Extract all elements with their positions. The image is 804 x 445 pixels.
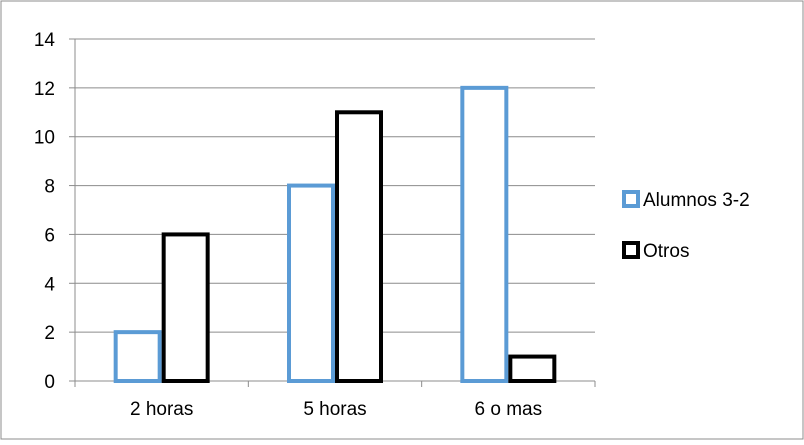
y-tick-label: 12	[34, 79, 55, 100]
legend: Alumnos 3-2 Otros	[622, 190, 750, 262]
legend-label: Otros	[643, 241, 689, 262]
x-tick-label: 2 horas	[130, 399, 193, 420]
bar	[287, 183, 335, 383]
legend-swatch	[622, 190, 640, 208]
x-tick-label: 5 horas	[303, 399, 366, 420]
bar	[508, 354, 557, 384]
legend-swatch	[622, 241, 640, 259]
bars	[113, 85, 557, 384]
y-tick-label: 10	[34, 128, 55, 149]
y-tick-label: 0	[44, 372, 55, 393]
x-tick-label: 6 o mas	[475, 399, 543, 420]
bar	[335, 110, 383, 384]
bar	[113, 330, 162, 383]
y-tick-label: 8	[44, 177, 55, 198]
y-tick-label: 4	[44, 274, 55, 295]
bar	[161, 232, 210, 383]
bar	[460, 85, 509, 383]
y-tick-label: 2	[44, 323, 55, 344]
legend-label: Alumnos 3-2	[643, 190, 750, 211]
y-tick-label: 6	[44, 225, 55, 246]
tick-labels: 0 2 4 6 8 10 12 14 2 horas 5 horas 6 o mas	[34, 30, 542, 420]
y-tick-label: 14	[34, 30, 56, 51]
